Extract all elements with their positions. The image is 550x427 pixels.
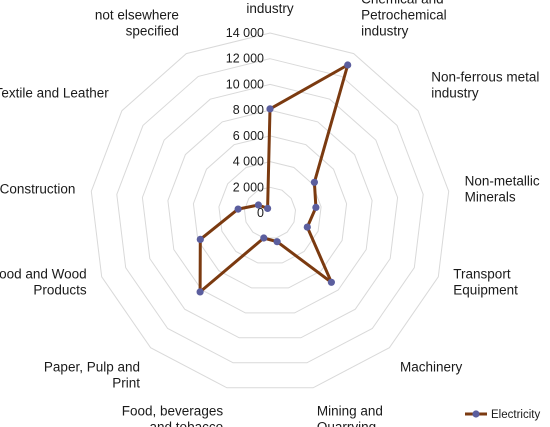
data-point-10 [234,205,242,213]
r-tick-label: 6 000 [233,129,264,143]
r-tick-label: 2 000 [233,180,264,194]
data-point-7 [260,234,268,242]
category-label-8: Paper, Pulp and Print [44,360,140,391]
category-label-text: Machinery [400,360,463,375]
category-label-text: Chemical andPetrochemicalindustry [361,0,447,39]
series-line [198,63,350,294]
grid-ring-5 [141,83,399,339]
category-label-text: Non-metallic Minerals [465,173,540,204]
r-tick-label: 8 000 [233,103,264,117]
data-point-1 [344,61,352,69]
category-label-12: not elsewhere specified [95,8,179,39]
legend-marker-swatch [472,410,480,418]
category-label-text: not elsewhere specified [95,8,179,39]
category-label-text: Iron & steelindustry [236,0,304,16]
legend: Electricity [465,409,540,421]
legend-label-electricity: Electricity [491,409,540,421]
category-label-text: Paper, Pulp and Print [44,360,140,391]
data-point-9 [196,235,204,243]
category-label-0: Iron & steelindustry [236,0,304,16]
r-tick-label: 4 000 [233,155,264,169]
radial-axis-ticks: 0 2 000 4 000 6 000 8 000 10 000 12 000 14 000 [226,26,264,220]
grid-ring-3 [192,135,348,289]
r-tick-label: 14 000 [226,26,264,40]
grid-ring-6 [116,58,424,364]
category-label-text: Construction [0,181,75,196]
category-label-2: Non-ferrous metal industry [431,70,539,101]
category-label-5: Machinery [400,360,463,375]
category-label-text: Non-ferrous metal industry [431,70,539,101]
category-label-6: Mining and Quarrying [317,403,383,427]
data-point-4 [303,223,311,231]
category-label-text: Mining and Quarrying [317,403,383,427]
data-point-12 [264,204,272,212]
category-label-1: Chemical andPetrochemicalindustry [361,0,447,39]
data-point-5 [327,278,335,286]
r-tick-label: 10 000 [226,77,264,91]
grid-ring-4 [167,109,373,314]
category-label-text: Food, beverages and tobacco [122,403,224,427]
data-point-8 [196,288,204,296]
category-label-11: Textile and Leather [0,86,109,101]
r-tick-label: 0 [257,206,264,220]
data-point-6 [273,238,281,246]
series-electricity [196,61,352,296]
grid-ring-7 [90,32,450,389]
data-point-0 [266,105,274,113]
r-tick-label: 12 000 [226,52,264,66]
data-point-3 [312,203,320,211]
grid-ring-1 [243,186,297,239]
category-label-text: Transport Equipment [453,267,518,298]
data-point-2 [310,178,318,186]
data-point-11 [254,201,262,209]
category-label-3: Non-metallic Minerals [465,173,540,204]
category-label-text: Textile and Leather [0,86,109,101]
category-label-10: Construction [0,181,75,196]
category-label-7: Food, beverages and tobacco [122,403,224,427]
category-label-4: Transport Equipment [453,267,518,298]
